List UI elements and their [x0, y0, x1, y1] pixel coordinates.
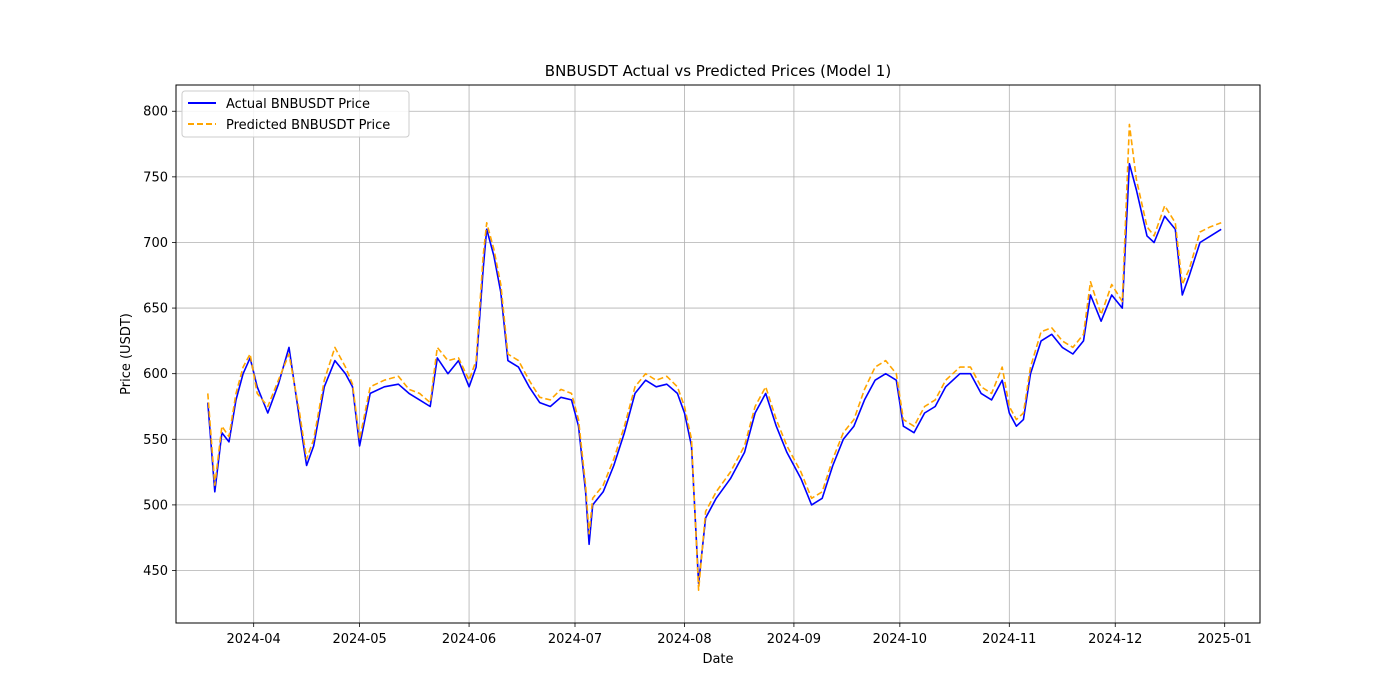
y-axis-label: Price (USDT): [119, 313, 134, 395]
x-tick-label: 2024-06: [442, 632, 496, 647]
y-tick-label: 600: [143, 367, 168, 382]
y-axis: 450 500 550 600 650 700 750 800: [143, 105, 176, 579]
y-tick-label: 800: [143, 105, 168, 120]
x-tick-label: 2024-12: [1088, 632, 1142, 647]
x-tick-label: 2024-09: [767, 632, 821, 647]
legend: Actual BNBUSDT Price Predicted BNBUSDT P…: [181, 90, 410, 138]
x-tick-label: 2024-05: [332, 632, 386, 647]
grid: [176, 85, 1260, 623]
x-tick-label: 2024-04: [227, 632, 281, 647]
x-axis: 2024-04 2024-05 2024-06 2024-07 2024-08 2024-…: [227, 623, 1252, 647]
x-axis-label: Date: [702, 652, 733, 667]
series-line-predicted: [207, 123, 1222, 591]
legend-label-actual: Actual BNBUSDT Price: [226, 97, 370, 112]
series-layer: [207, 123, 1222, 591]
y-tick-label: 550: [143, 433, 168, 448]
y-tick-label: 450: [143, 564, 168, 579]
x-tick-label: 2024-08: [657, 632, 711, 647]
plot-frame: [175, 84, 1261, 624]
y-tick-label: 650: [143, 302, 168, 317]
y-tick-label: 700: [143, 236, 168, 251]
x-tick-label: 2024-07: [548, 632, 602, 647]
y-tick-label: 750: [143, 170, 168, 185]
chart-title: BNBUSDT Actual vs Predicted Prices (Mode…: [545, 62, 891, 80]
legend-label-predicted: Predicted BNBUSDT Price: [226, 118, 390, 133]
x-tick-label: 2025-01: [1198, 632, 1252, 647]
x-tick-label: 2024-11: [982, 632, 1036, 647]
x-tick-label: 2024-10: [873, 632, 927, 647]
legend-box: [181, 90, 410, 138]
y-tick-label: 500: [143, 498, 168, 513]
